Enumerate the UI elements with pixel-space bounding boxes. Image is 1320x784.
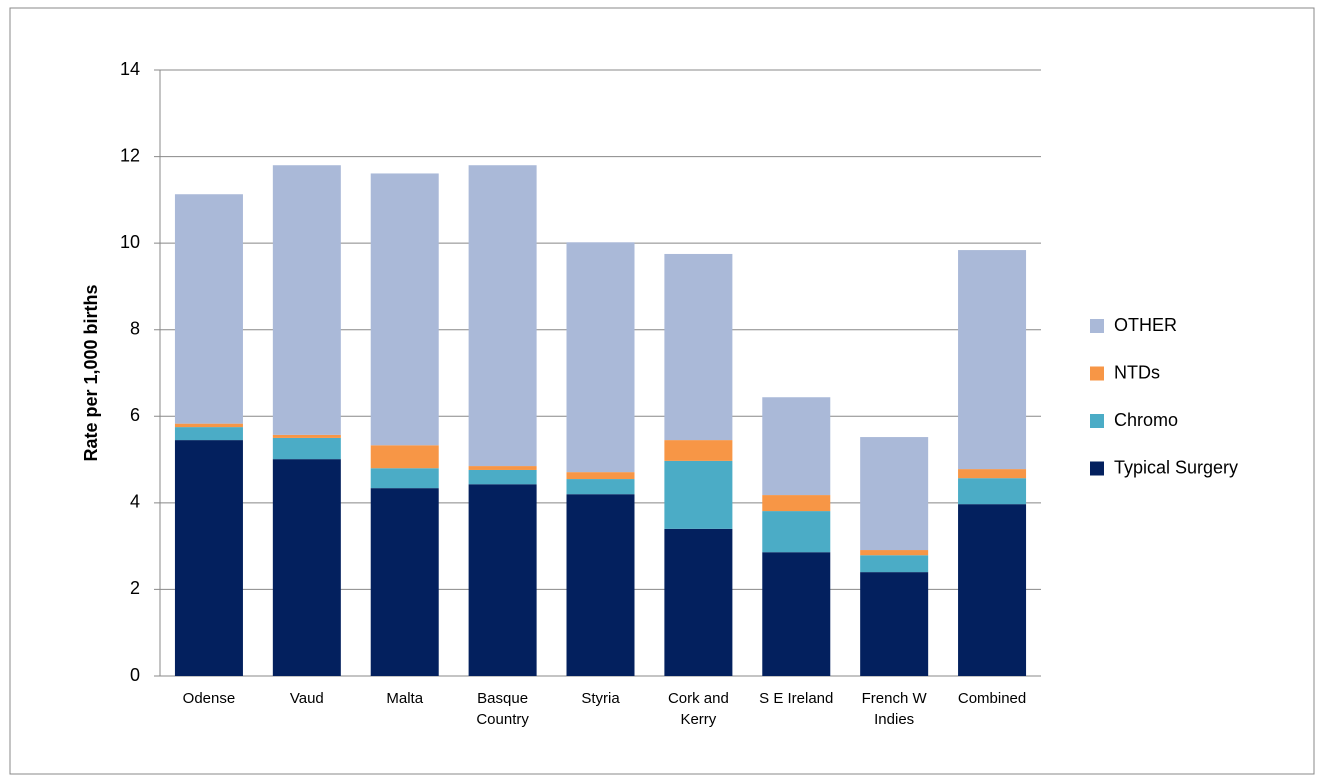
bar-segment — [958, 469, 1027, 479]
bar-segment — [370, 488, 439, 676]
y-tick-label: 14 — [120, 59, 140, 79]
x-tick-label: Combined — [957, 690, 1027, 707]
bar-segment — [664, 440, 733, 461]
bar-segment — [272, 165, 341, 435]
bar-segment — [468, 165, 537, 467]
y-tick-label: 0 — [130, 665, 140, 685]
bar-segment — [566, 242, 635, 473]
y-tick-label: 2 — [130, 578, 140, 598]
bar-segment — [566, 479, 635, 495]
x-tick-label: Basque Country — [476, 690, 529, 728]
bar-segment — [370, 173, 439, 446]
bar-segment — [762, 511, 831, 553]
legend-swatch — [1090, 366, 1104, 381]
y-axis-label: Rate per 1,000 births — [81, 284, 101, 461]
bar-segment — [174, 427, 243, 441]
bar-segment — [860, 550, 929, 556]
bar-segment — [860, 572, 929, 676]
y-tick-label: 8 — [130, 318, 140, 338]
y-tick-label: 10 — [120, 232, 140, 252]
bar-segment — [664, 460, 733, 529]
bar-segment — [958, 250, 1027, 470]
legend-swatch — [1090, 319, 1104, 333]
bar-segment — [272, 434, 341, 438]
bar-segment — [174, 440, 243, 676]
legend-label: Typical Surgery — [1114, 457, 1238, 477]
x-tick-label: Cork and Kerry — [667, 690, 729, 728]
legend-swatch — [1090, 414, 1104, 428]
bar-segment — [272, 437, 341, 460]
bar-segment — [468, 466, 537, 470]
bar-segment — [762, 495, 831, 512]
x-tick-label: Odense — [182, 690, 236, 707]
bar-segment — [860, 555, 929, 573]
x-tick-label: French W Indies — [861, 690, 927, 728]
y-tick-label: 6 — [130, 405, 140, 425]
bar-segment — [762, 397, 831, 496]
bar-segment — [370, 468, 439, 489]
bar-segment — [958, 504, 1027, 676]
bar-segment — [664, 253, 733, 441]
legend-label: OTHER — [1114, 315, 1177, 335]
bar-segment — [174, 423, 243, 428]
legend-label: Chromo — [1114, 410, 1178, 430]
bar-segment — [174, 194, 243, 424]
legend-swatch — [1090, 461, 1104, 476]
x-tick-label: Vaud — [289, 690, 324, 707]
x-tick-label: Styria — [581, 690, 620, 707]
bar-segment — [860, 437, 929, 551]
bar-segment — [762, 552, 831, 676]
x-tick-label: S E Ireland — [759, 690, 834, 707]
bar-segment — [566, 472, 635, 480]
bar-segment — [272, 459, 341, 676]
bar-segment — [468, 484, 537, 676]
bar-segment — [468, 469, 537, 485]
y-tick-label: 4 — [130, 492, 140, 512]
y-tick-label: 12 — [120, 145, 140, 165]
bar-segment — [370, 445, 439, 469]
bar-segment — [958, 478, 1027, 505]
bar-segment — [664, 528, 733, 676]
x-tick-label: Malta — [386, 690, 424, 707]
legend-label: NTDs — [1114, 362, 1160, 382]
bar-segment — [566, 494, 635, 676]
